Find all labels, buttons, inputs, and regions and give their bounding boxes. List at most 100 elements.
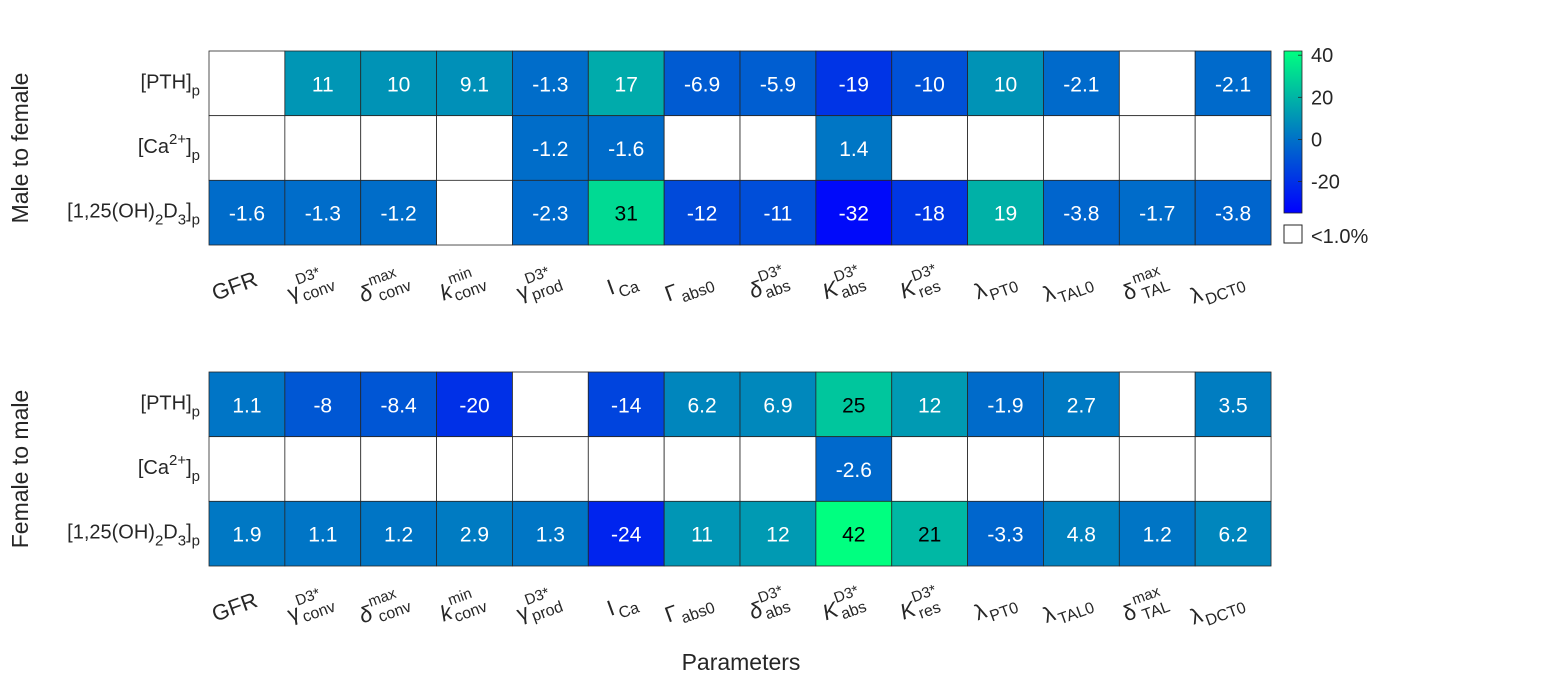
- heatmap-cell: [891, 371, 968, 438]
- cell-value-label: -2.1: [1063, 73, 1099, 96]
- row-label: [PTH]p: [141, 392, 200, 420]
- cell-value-label: 10: [994, 73, 1017, 96]
- column-tick-label: λTAL0: [1040, 278, 1097, 307]
- heatmap-cell: [891, 115, 968, 181]
- heatmap-cell: [436, 436, 513, 502]
- heatmap-cell: [436, 500, 513, 567]
- heatmap-cell: [587, 50, 665, 117]
- heatmap-cell: [1194, 115, 1272, 181]
- heatmap-cell: [587, 179, 665, 246]
- column-tick-label: kminconv: [434, 261, 489, 310]
- heatmap-cell: [208, 179, 286, 246]
- column-tick-label: δmaxTAL: [1119, 262, 1172, 306]
- heatmap-cell: [1118, 436, 1196, 502]
- svg-text:kminconv: kminconv: [434, 261, 489, 310]
- cell-value-label: 1.2: [384, 524, 413, 547]
- heatmap-cell: [815, 50, 893, 117]
- heatmap-cell: [1118, 115, 1196, 181]
- heatmap-cell: [587, 500, 665, 567]
- heatmap-cell: [1194, 436, 1272, 502]
- x-axis-label: Parameters: [682, 649, 801, 675]
- cell-value-label: -3.8: [1215, 203, 1251, 226]
- svg-text:λPT0: λPT0: [971, 266, 1021, 309]
- column-tick-label: γD3*conv: [282, 582, 338, 631]
- heatmap-cell: [284, 50, 362, 117]
- column-tick-label: γD3*prod: [511, 261, 565, 309]
- heatmap-cell: [663, 50, 741, 117]
- heatmap-panel-male-to-female: 11 10 9.1 -1.3 17 -6.9 -5.9 -19 -10 10 -2.1 -2.1 -1.…: [7, 50, 1272, 311]
- heatmap-cell: [739, 179, 817, 246]
- column-tick-label: GFR: [208, 587, 260, 626]
- cell-value-label: -6.9: [684, 73, 720, 96]
- heatmap-cell: [739, 115, 817, 181]
- heatmap-cell: [208, 371, 286, 438]
- heatmap-cell: [967, 50, 1044, 117]
- heatmap-cell: [815, 115, 893, 181]
- column-tick-label: λDCT0: [1187, 278, 1249, 308]
- svg-text:GFR: GFR: [208, 266, 260, 305]
- cell-value-label: -1.6: [229, 203, 265, 226]
- cell-value-label: 1.3: [536, 524, 565, 547]
- column-tick-label: δmaxTAL: [1119, 583, 1172, 627]
- cell-value-label: -12: [687, 203, 717, 226]
- svg-text:ICa: ICa: [604, 587, 642, 625]
- heatmap-cell: [967, 371, 1044, 438]
- heatmap-cell: [360, 371, 437, 438]
- heatmap-cell: [663, 179, 741, 246]
- cell-value-label: 6.9: [763, 394, 792, 417]
- heatmap-cell: [1118, 179, 1196, 246]
- colorbar-tick-label: -20: [1311, 171, 1340, 193]
- heatmap-cell: [967, 115, 1044, 181]
- svg-text:KD3*abs: KD3*abs: [817, 261, 869, 308]
- heatmap-cell: [1043, 371, 1120, 438]
- heatmap-cell: [967, 436, 1044, 502]
- colorbar-ticks: 40 20 0 -20: [1298, 45, 1340, 193]
- heatmap-cell: [891, 436, 968, 502]
- colorbar-gradient: [1283, 50, 1303, 214]
- cell-value-label: 19: [994, 203, 1017, 226]
- heatmap-cell: [512, 436, 589, 502]
- row-label: [1,25(OH)2D3]p: [67, 201, 200, 229]
- heatmap-cell: [208, 500, 286, 567]
- row-label: [1,25(OH)2D3]p: [67, 522, 200, 550]
- column-tick-label: KD3*abs: [819, 582, 869, 625]
- cell-value-label: -1.2: [532, 138, 568, 161]
- heatmap-cell: [1194, 371, 1272, 438]
- heatmap-cell: [284, 500, 362, 567]
- cell-value-label: -1.6: [608, 138, 644, 161]
- heatmap-cell: [284, 436, 362, 502]
- column-tick-label: δD3*abs: [743, 582, 793, 629]
- cell-value-label: -8.4: [381, 394, 418, 417]
- column-tick-label: kminconv: [436, 585, 489, 627]
- heatmap-cell: [1194, 500, 1272, 567]
- heatmap-cell: [360, 115, 437, 181]
- svg-text:δD3*abs: δD3*abs: [743, 261, 793, 308]
- heatmap-cell: [1043, 436, 1120, 502]
- column-tick-label: KD3*res: [897, 261, 944, 304]
- cell-value-label: -24: [611, 524, 642, 547]
- svg-text:γD3*prod: γD3*prod: [511, 582, 565, 630]
- heatmap-cell: [663, 115, 741, 181]
- heatmap-cell: [1118, 50, 1196, 117]
- cell-value-label: 10: [387, 73, 410, 96]
- cell-value-label: -14: [611, 394, 642, 417]
- svg-text:γD3*conv: γD3*conv: [282, 582, 338, 631]
- cell-value-label: -5.9: [760, 73, 796, 96]
- heatmap-cell: [436, 179, 513, 246]
- cell-value-label: 6.2: [687, 394, 716, 417]
- svg-text:GFR: GFR: [208, 587, 260, 626]
- heatmap-cell: [967, 179, 1044, 246]
- column-tick-label: δD3*abs: [743, 261, 793, 308]
- svg-text:δD3*abs: δD3*abs: [743, 582, 793, 629]
- cell-value-label: 2.7: [1067, 394, 1096, 417]
- column-tick-label: γD3*prod: [511, 582, 565, 630]
- row-label: [PTH]p: [141, 71, 200, 99]
- svg-text:γD3*prod: γD3*prod: [511, 261, 565, 309]
- svg-text:Γabs0: Γabs0: [661, 266, 717, 311]
- heatmap-cell: [1043, 115, 1120, 181]
- column-tick-label: λTAL0: [1040, 599, 1097, 628]
- colorbar-tick-label: 40: [1311, 45, 1333, 67]
- column-tick-label: Γabs0: [661, 266, 717, 311]
- cell-value-label: 6.2: [1219, 524, 1248, 547]
